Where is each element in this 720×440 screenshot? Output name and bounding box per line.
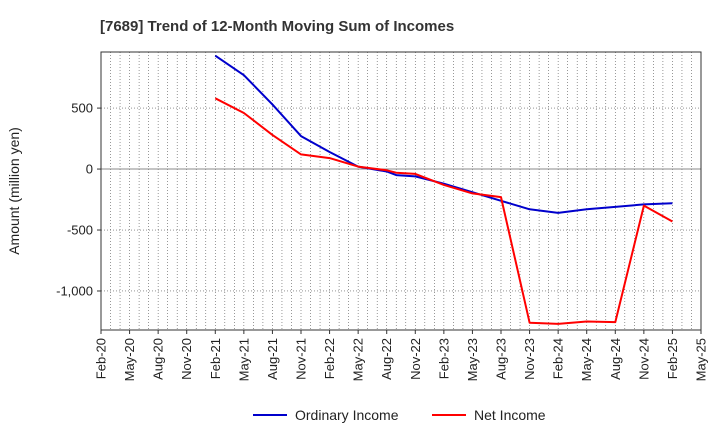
x-tick-label: Aug-22	[379, 338, 394, 380]
x-tick-label: Nov-24	[636, 338, 651, 380]
series-layer	[214, 54, 673, 325]
grid-layer	[101, 52, 701, 330]
series-line-net-income	[214, 97, 673, 325]
y-tick-label: -1,000	[56, 283, 93, 298]
x-tick-label: Feb-23	[436, 338, 451, 379]
x-tick-label: Aug-21	[265, 338, 280, 380]
x-tick-label: Aug-20	[151, 338, 166, 380]
x-tick-label: May-23	[465, 338, 480, 381]
x-tick-label: Feb-21	[208, 338, 223, 379]
x-tick-label: May-24	[579, 338, 594, 381]
x-tick-label: Feb-24	[551, 338, 566, 379]
x-tick-label: Nov-20	[179, 338, 194, 380]
legend-label: Ordinary Income	[295, 407, 399, 423]
y-tick-label: 0	[86, 162, 93, 177]
plot-frame	[100, 51, 702, 331]
x-tick-label: Feb-25	[665, 338, 680, 379]
x-tick-label: Aug-24	[608, 338, 623, 380]
y-tick-label: -500	[67, 223, 93, 238]
x-tick-label: Nov-22	[408, 338, 423, 380]
legend: Ordinary Income Net Income	[253, 407, 546, 423]
x-tick-label: Nov-21	[294, 338, 309, 380]
y-tick-layer: 500 0 -500 -1,000	[56, 101, 101, 298]
y-tick-label: 500	[71, 101, 93, 116]
x-tick-label: Feb-22	[322, 338, 337, 379]
legend-label: Net Income	[474, 407, 546, 423]
x-tick-label: May-25	[694, 338, 709, 381]
y-axis-label: Amount (million yen)	[6, 127, 22, 255]
x-tick-label: May-22	[351, 338, 366, 381]
x-tick-label: Feb-20	[94, 338, 109, 379]
x-tick-label: Nov-23	[522, 338, 537, 380]
x-tick-label: May-21	[236, 338, 251, 381]
chart-title: [7689] Trend of 12-Month Moving Sum of I…	[100, 18, 454, 35]
x-tick-label: Aug-23	[494, 338, 509, 380]
x-tick-label: May-20	[122, 338, 137, 381]
x-tick-layer: Feb-20 May-20 Aug-20 Nov-20 Feb-21 May-21 Aug-…	[94, 330, 709, 381]
